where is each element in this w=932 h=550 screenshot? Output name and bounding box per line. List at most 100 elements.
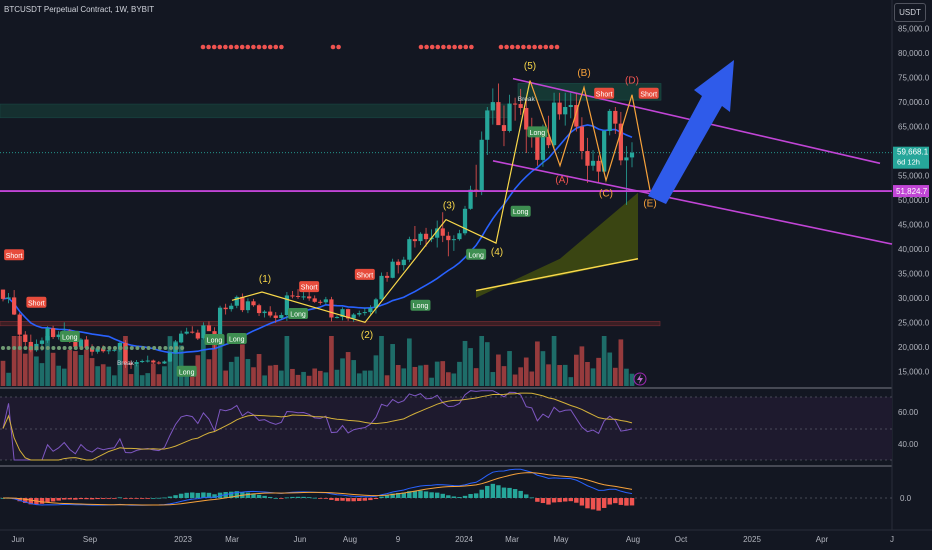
macd-histogram-bar (28, 498, 34, 505)
signal-text: Long (290, 312, 306, 319)
sell-dot (549, 44, 554, 50)
x-tick-label: 2025 (743, 535, 761, 544)
sell-dot (457, 44, 463, 50)
volume-bar (496, 354, 501, 386)
volume-bar (323, 372, 329, 386)
candle (23, 334, 28, 342)
candle (563, 107, 568, 115)
volume-bar (618, 339, 624, 386)
sell-dot (509, 44, 515, 50)
macd-histogram-bar (312, 497, 317, 499)
volume-bar (28, 345, 34, 386)
macd-histogram-bar (318, 498, 323, 499)
macd-histogram-bar (362, 498, 368, 501)
elliott-wave-label: (1) (259, 274, 271, 285)
macd-histogram-bar (112, 498, 117, 499)
elliott-wave-label: (E) (643, 198, 656, 209)
candle (223, 307, 228, 310)
volume-bar (178, 345, 184, 386)
elliott-wave-label: (3) (443, 200, 455, 211)
sell-dot (228, 44, 234, 50)
long-signal: Long (510, 205, 531, 217)
volume-bar (39, 363, 45, 386)
currency-button[interactable]: USDT (894, 3, 926, 22)
resistance-zone (0, 103, 511, 119)
macd-histogram-bar (429, 492, 434, 498)
signal-text: Long (179, 369, 195, 376)
volume-bar (22, 353, 28, 386)
y-tick-label: 15,000.0 (898, 367, 930, 376)
macd-histogram-bar (234, 491, 240, 498)
volume-bar (206, 359, 212, 386)
macd-histogram-bar (540, 498, 546, 504)
short-signal: Short (299, 281, 320, 293)
candle (551, 102, 557, 146)
candle (307, 296, 312, 299)
trend-dot (57, 346, 61, 350)
trend-dot (157, 346, 162, 350)
candle (574, 105, 579, 127)
sell-dot (211, 44, 217, 50)
sell-dot (543, 44, 549, 50)
macd-histogram-bar (290, 496, 295, 498)
candle (95, 348, 100, 352)
trend-dot (17, 346, 22, 350)
candle (162, 361, 167, 364)
volume-bar (61, 368, 67, 386)
short-signal: Short (354, 268, 375, 280)
candle (607, 110, 612, 131)
macd-histogram-bar (173, 495, 178, 498)
candle (151, 360, 156, 363)
long-signal: Long (59, 331, 80, 343)
macd-histogram-bar (524, 494, 529, 498)
volume-bar (501, 366, 507, 386)
volume-bar (73, 351, 78, 386)
x-tick-label: Sep (83, 535, 98, 544)
macd-histogram-bar (551, 498, 557, 503)
sell-dot (200, 44, 206, 50)
demand-zone (0, 321, 661, 327)
candle (190, 331, 195, 333)
macd-histogram-bar (39, 498, 45, 504)
elliott-wave-label: (2) (361, 330, 373, 341)
last-price-value: 59,668.1 (897, 148, 929, 157)
macd-histogram-bar (279, 498, 284, 499)
candle (256, 305, 262, 314)
macd-histogram-bar (100, 498, 106, 499)
macd-histogram-bar (89, 498, 95, 500)
elliott-wave-label: (5) (524, 61, 536, 72)
macd-histogram-bar (546, 498, 551, 505)
volume-bar (6, 372, 11, 386)
x-tick-label: Mar (505, 535, 519, 544)
volume-bar (162, 366, 167, 386)
last-price-tag: 59,668.16d 12h (893, 146, 929, 169)
macd-histogram-bar (262, 495, 267, 498)
sell-dot (234, 44, 239, 50)
volume-bar (251, 367, 256, 386)
signal-text: Short (356, 272, 373, 279)
macd-histogram-bar (434, 492, 440, 498)
volume-bar (290, 368, 295, 386)
macd-histogram-bar (162, 497, 167, 499)
elliott-wave-label: (C) (599, 189, 613, 200)
volume-bar (451, 373, 457, 386)
elliott-wave-label: (A) (555, 175, 568, 186)
candle (507, 103, 512, 131)
volume-bar (407, 338, 412, 386)
volume-bar (223, 370, 228, 386)
countdown-value: 6d 12h (897, 158, 920, 167)
volume-bar (17, 336, 23, 386)
y-tick-label: 85,000.0 (898, 25, 930, 34)
candle (251, 301, 256, 306)
volume-bar (234, 356, 240, 386)
volume-bar (212, 336, 217, 386)
macd-histogram-bar (78, 498, 84, 500)
macd-histogram-bar (607, 498, 612, 505)
sell-dot (435, 44, 441, 50)
macd-histogram-bar (407, 491, 412, 498)
signal-text: Long (62, 335, 78, 342)
macd-histogram-bar (579, 498, 585, 506)
volume-bar (562, 364, 568, 386)
volume-bar (390, 344, 395, 386)
